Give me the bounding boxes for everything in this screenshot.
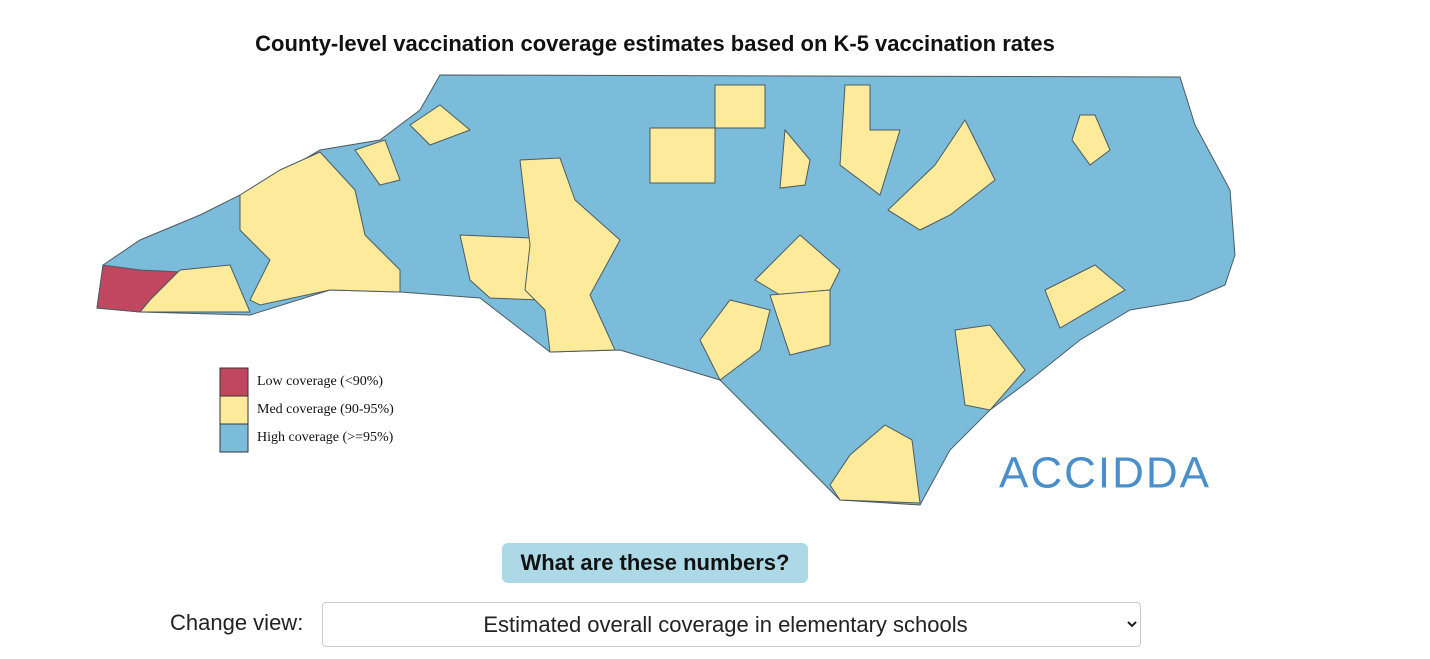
county-region bbox=[459, 234, 541, 301]
county-region bbox=[1044, 264, 1126, 329]
county-region bbox=[519, 157, 621, 353]
county-region bbox=[138, 264, 251, 313]
legend-label: Med coverage (90-95%) bbox=[257, 402, 394, 417]
county-region bbox=[839, 84, 901, 196]
map-figure: County-level vaccination coverage estima… bbox=[96, 31, 1236, 506]
county-region bbox=[887, 119, 996, 231]
legend-swatch bbox=[219, 395, 249, 425]
info-button[interactable]: What are these numbers? bbox=[502, 543, 808, 583]
view-label: Change view: bbox=[170, 610, 304, 635]
county-region bbox=[754, 234, 841, 296]
county-region bbox=[354, 139, 401, 186]
legend-label: Low coverage (<90%) bbox=[257, 374, 383, 389]
county-region bbox=[769, 289, 831, 356]
legend: Low coverage (<90%) Med coverage (90-95%)… bbox=[219, 367, 394, 453]
county-region bbox=[649, 127, 716, 184]
map-title: County-level vaccination coverage estima… bbox=[255, 31, 1055, 56]
county-region bbox=[829, 424, 921, 504]
county-region bbox=[954, 324, 1026, 411]
view-select[interactable]: Estimated overall coverage in elementary… bbox=[322, 602, 1141, 647]
legend-swatch bbox=[219, 423, 249, 453]
state-map bbox=[96, 74, 1236, 506]
county-region bbox=[714, 84, 766, 129]
county-region bbox=[239, 151, 401, 306]
county-region bbox=[699, 299, 771, 381]
county-region bbox=[409, 104, 471, 146]
county-region bbox=[779, 128, 811, 189]
county-region bbox=[1071, 114, 1111, 166]
logo: ACCIDDA bbox=[999, 449, 1211, 498]
legend-label: High coverage (>=95%) bbox=[257, 430, 394, 445]
legend-swatch bbox=[219, 367, 249, 397]
